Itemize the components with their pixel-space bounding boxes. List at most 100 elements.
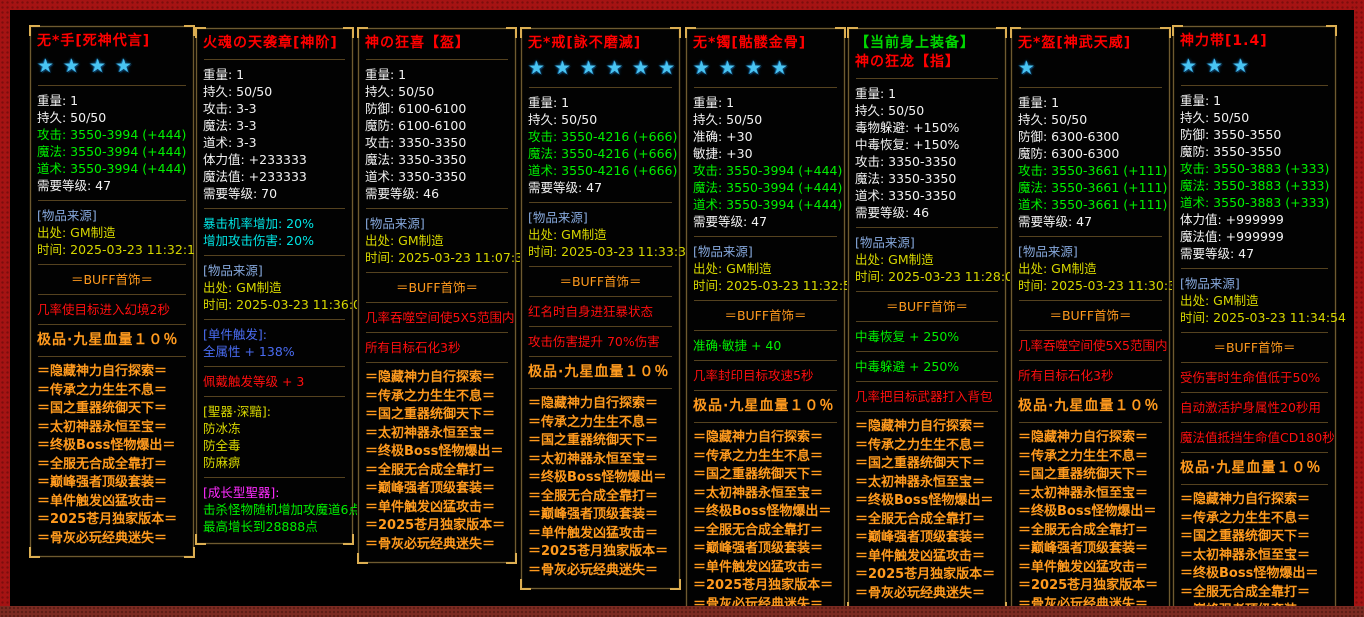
section-divider — [366, 208, 508, 209]
star-rating: ★ ★ ★ ★ — [693, 55, 838, 81]
section-divider — [38, 85, 186, 86]
panel-corner-ornament — [184, 547, 195, 558]
screen-frame-bottom — [0, 606, 1364, 617]
slogan-line: ＝太初神器永恒至宝＝ — [528, 451, 659, 467]
section-divider — [204, 366, 345, 367]
star-rating: ★ ★ ★ — [1180, 53, 1329, 79]
slogan-line: ＝国之重器统御天下＝ — [365, 407, 496, 422]
tooltip-stat-line: 道术: 3350-3350 — [365, 169, 467, 184]
item-tooltip-panel: 【当前身上装备】 神の狂龙【指】 重量: 1 持久: 50/50 毒物躲避: +150%… — [847, 27, 1021, 613]
tooltip-stat-line: 重量: 1 — [693, 95, 735, 110]
slogan-line: ＝隐藏神力自行探索＝ — [1018, 430, 1149, 445]
slogan-line: ＝巅峰强者顶级套装＝ — [1018, 541, 1149, 556]
tooltip-stat-line: 攻击: 3350-3350 — [365, 135, 467, 150]
tooltip-stat-line: 攻击: 3550-3661 (+111) — [1018, 163, 1168, 178]
tooltip-stat-line: 时间: 2025-03-23 11:32:16 — [37, 242, 203, 257]
section-divider — [1181, 452, 1328, 453]
quality-line: 极品·九星血量１０％ — [693, 398, 835, 414]
section-divider — [856, 321, 998, 322]
section-divider — [694, 330, 837, 331]
buff-header: ＝BUFF首饰＝ — [724, 308, 807, 323]
tooltip-stat-line: 魔防: 6300-6300 — [1018, 146, 1120, 161]
star-rating: ★ ★ ★ ★ — [37, 53, 187, 79]
star-icon: ★ — [89, 55, 107, 77]
section-divider — [856, 351, 998, 352]
slogan-line: ＝隐藏神力自行探索＝ — [37, 364, 168, 379]
tooltip-stat-line: 攻击: 3550-3994 (+444) — [37, 127, 187, 142]
tooltip-stat-line: 持久: 50/50 — [37, 110, 107, 125]
star-icon: ★ — [528, 57, 546, 79]
tooltip-stat-line: 防全毒 — [203, 438, 241, 453]
star-icon: ★ — [1232, 55, 1250, 77]
tooltip-stat-line: 几率吞噬空间使5X5范围内 — [1018, 338, 1168, 353]
item-tooltip-panel: 无*戒[詠不磨滅] ★ ★ ★ ★ ★ ★ 重量: 1 持久: 50/50 攻击: 3550-42… — [520, 27, 694, 590]
item-tooltip-panel: 无*盔[神武天威] ★ 重量: 1 持久: 50/50 防御: 6300-6300 魔防:… — [1010, 27, 1184, 617]
section-divider — [694, 236, 837, 237]
slogan-line: ＝国之重器统御天下＝ — [693, 467, 824, 482]
tooltip-stat-line: 道术: 3550-3883 (+333) — [1180, 195, 1330, 210]
slogan-line: ＝全服无合成全靠打＝ — [365, 462, 496, 478]
screen-frame-left — [0, 0, 10, 617]
slogan-line: ＝单件触发凶猛攻击＝ — [693, 559, 824, 575]
section-divider — [694, 300, 837, 301]
tooltip-stat-line: [物品来源] — [203, 263, 263, 278]
tooltip-stat-line: 防冰冻 — [203, 421, 241, 436]
tooltip-stat-line: 攻击: 3550-3883 (+333) — [1180, 161, 1330, 176]
slogan-line: ＝终极Boss怪物爆出＝ — [365, 444, 504, 459]
screen-frame-right — [1354, 0, 1364, 617]
panel-corner-ornament — [343, 27, 354, 38]
panel-corner-ornament — [670, 579, 681, 590]
tooltip-stat-line: 出处: GM制造 — [1180, 293, 1259, 308]
panel-corner-ornament — [520, 579, 531, 590]
tooltip-stat-line: 时间: 2025-03-23 11:36:02 — [203, 297, 369, 312]
tooltip-stat-line: 时间: 2025-03-23 11:32:50 — [693, 278, 859, 293]
panel-corner-ornament — [670, 27, 681, 38]
tooltip-stat-line: 出处: GM制造 — [855, 252, 934, 267]
tooltip-stat-line: 毒物躲避: +150% — [855, 120, 960, 135]
tooltip-stat-line: 需要等级: 70 — [203, 186, 278, 201]
quality-line: 极品·九星血量１０％ — [528, 364, 670, 380]
panel-corner-ornament — [195, 534, 206, 545]
item-name: 无*手[死神代言] — [37, 33, 151, 49]
buff-header: ＝BUFF首饰＝ — [1213, 340, 1296, 355]
item-name: 无*盔[神武天威] — [1018, 35, 1132, 51]
tooltip-stat-line: [物品来源] — [855, 235, 915, 250]
tooltip-stat-line: 防麻痹 — [203, 455, 241, 470]
section-divider — [204, 255, 345, 256]
section-divider — [38, 356, 186, 357]
panel-corner-ornament — [1160, 27, 1171, 38]
slogan-line: ＝终极Boss怪物爆出＝ — [1180, 566, 1319, 581]
tooltip-stat-line: 攻击: 3550-3994 (+444) — [693, 163, 843, 178]
buff-header: ＝BUFF首饰＝ — [885, 299, 969, 314]
buff-header: ＝BUFF首饰＝ — [1049, 308, 1132, 323]
item-name: 【当前身上装备】 — [855, 35, 975, 51]
slogan-line: ＝2025苍月独家版本＝ — [855, 567, 996, 582]
slogan-line: ＝隐藏神力自行探索＝ — [1180, 492, 1311, 507]
section-divider — [204, 477, 345, 478]
star-icon: ★ — [693, 57, 711, 79]
tooltip-stat-line: 防御: 6300-6300 — [1018, 129, 1120, 144]
section-divider — [529, 202, 672, 203]
slogan-line: ＝骨灰必玩经典迷失＝ — [528, 562, 659, 578]
tooltip-stat-line: 攻击: 3-3 — [203, 101, 257, 116]
slogan-line: ＝太初神器永恒至宝＝ — [37, 419, 168, 435]
section-divider — [856, 78, 998, 79]
panel-corner-ornament — [343, 534, 354, 545]
tooltip-stat-line: 佩戴触发等级 + 3 — [203, 374, 305, 389]
slogan-line: ＝国之重器统御天下＝ — [528, 433, 659, 448]
item-name: 无*镯[骷髅金骨] — [693, 35, 807, 51]
star-icon: ★ — [632, 57, 650, 79]
section-divider — [1019, 422, 1162, 423]
tooltip-stat-line: 敏捷: +30 — [693, 146, 753, 161]
panel-corner-ornament — [847, 27, 858, 38]
tooltip-stat-line: 全属性 + 138% — [203, 344, 295, 359]
star-icon: ★ — [1206, 55, 1224, 77]
slogan-line: ＝终极Boss怪物爆出＝ — [528, 470, 667, 485]
tooltip-stat-line: 增加攻击伤害: 20% — [203, 233, 314, 248]
tooltip-stat-line: 攻击: 3550-4216 (+666) — [528, 129, 678, 144]
tooltip-stat-line: 重量: 1 — [1180, 93, 1222, 108]
tooltip-stat-line: 所有目标石化3秒 — [365, 340, 461, 355]
tooltip-stat-line: 几率吞噬空间使5X5范围内 — [365, 310, 515, 325]
buff-header: ＝BUFF首饰＝ — [559, 274, 642, 289]
section-divider — [1181, 332, 1328, 333]
